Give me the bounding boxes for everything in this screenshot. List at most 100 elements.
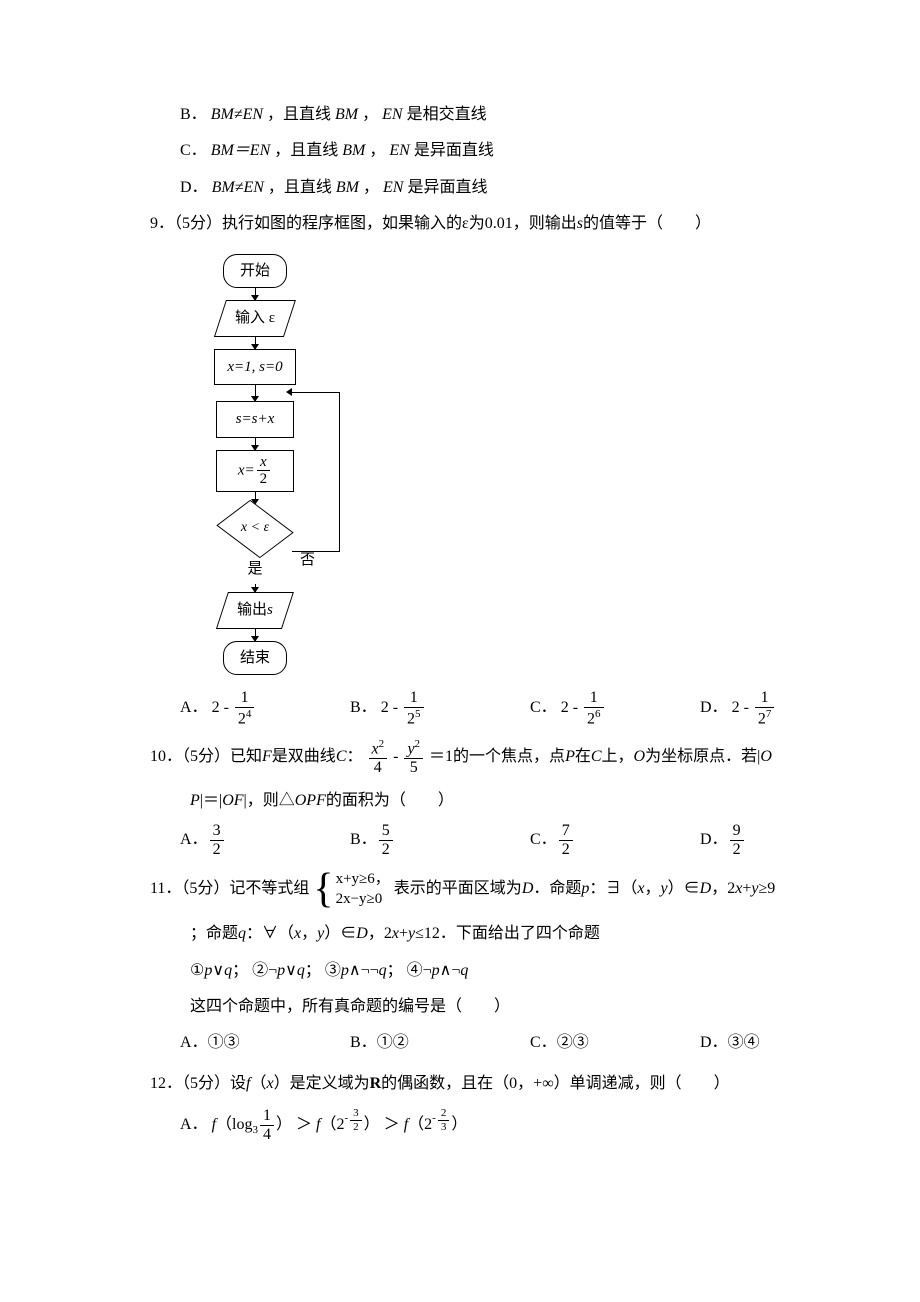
base: 2 xyxy=(424,1116,432,1133)
text: 表示的平面区域为 xyxy=(394,880,522,897)
sep: ， xyxy=(301,925,317,942)
label: C． xyxy=(530,699,557,716)
flow-output: 输出s xyxy=(216,592,294,629)
num: x xyxy=(257,454,271,472)
var: q xyxy=(460,962,468,979)
lp: （ xyxy=(408,1116,424,1133)
q12-option-a: A． f（log314） ＞ f（2-32） ＞ f（2-23） xyxy=(180,1107,860,1143)
den: 4 xyxy=(260,1126,274,1144)
minus: - xyxy=(393,748,402,765)
text: 上， xyxy=(602,748,634,765)
seg: BM xyxy=(335,106,358,123)
var: p xyxy=(432,962,440,979)
minus: - xyxy=(740,699,753,716)
log: log xyxy=(232,1116,252,1133)
expr: BM≠EN xyxy=(212,179,264,196)
text: ．命题 xyxy=(533,880,581,897)
flow-label-yes: 是 xyxy=(247,555,262,584)
: ¬ xyxy=(361,962,370,979)
q9-stem: 9．（5分）执行如图的程序框图，如果输入的ε为0.01，则输出s的值等于（ ） xyxy=(150,209,860,239)
minus: - xyxy=(569,699,582,716)
label: D． xyxy=(700,699,728,716)
den: 2 xyxy=(257,471,271,488)
text: 12．（5分）设 xyxy=(150,1075,246,1092)
flow-input: 输入 ε xyxy=(214,300,296,337)
label: A． xyxy=(180,1116,208,1133)
den: 25 xyxy=(404,708,424,728)
sep: ， xyxy=(363,179,379,196)
var: s xyxy=(267,602,273,618)
num: 7 xyxy=(559,822,573,841)
seg: EN xyxy=(382,106,402,123)
label: C． xyxy=(180,142,207,159)
text: ，2 xyxy=(711,880,735,897)
base: 2 xyxy=(212,699,220,716)
expr: BM＝EN xyxy=(211,142,271,159)
neg: ¬ xyxy=(268,962,277,979)
seg: EN xyxy=(383,179,403,196)
q11-choice-c: C．②③ xyxy=(530,1028,700,1058)
sep: ， xyxy=(645,880,661,897)
num: 3 xyxy=(350,1107,362,1120)
q10-choices: A．32 B．52 C．72 D．92 xyxy=(180,822,860,858)
rp: ） xyxy=(451,1116,467,1133)
text: ，且直线 xyxy=(274,142,338,159)
var: C xyxy=(336,748,347,765)
num: 1 xyxy=(235,689,255,708)
den: 26 xyxy=(584,708,604,728)
text: ≤12．下面给出了四个命题 xyxy=(415,925,600,942)
text: ③④ xyxy=(728,1034,760,1051)
den: 4 xyxy=(369,759,388,777)
num: 1 xyxy=(260,1107,274,1126)
text: 输出 xyxy=(237,602,267,618)
text: ）是定义域为 xyxy=(274,1075,370,1092)
var: P xyxy=(565,748,575,765)
arrow-icon xyxy=(255,438,256,450)
var: C xyxy=(591,748,602,765)
var: q xyxy=(238,925,246,942)
op: ∨ xyxy=(212,962,224,979)
den: 2 xyxy=(559,841,573,859)
var: O xyxy=(634,748,646,765)
text: 10．（5分）已知 xyxy=(150,748,262,765)
q11-choice-a: A．①③ xyxy=(180,1028,350,1058)
label: B． xyxy=(350,1034,377,1051)
seg: EN xyxy=(389,142,409,159)
gt: ＞ xyxy=(384,1116,400,1133)
text: 的值等于（ ） xyxy=(583,215,711,232)
text: 是相交直线 xyxy=(407,106,487,123)
op: ∧ xyxy=(349,962,361,979)
num: y2 xyxy=(404,738,423,759)
var: D xyxy=(700,880,712,897)
line1: x+y≥6， xyxy=(336,869,390,889)
var: P xyxy=(190,792,200,809)
var: O xyxy=(760,748,772,765)
q8-option-c: C． BM＝EN ，且直线 BM ， EN 是异面直线 xyxy=(180,136,860,166)
text: ①③ xyxy=(208,1034,240,1051)
num: 3 xyxy=(210,822,224,841)
var: x xyxy=(392,925,399,942)
sep: ， xyxy=(362,106,378,123)
q11-choice-b: B．①② xyxy=(350,1028,530,1058)
den: 27 xyxy=(755,708,775,728)
arrow-icon xyxy=(255,337,256,349)
flow-start: 开始 xyxy=(223,254,287,289)
var: q xyxy=(379,962,387,979)
q8-option-d: D． BM≠EN ，且直线 BM ， EN 是异面直线 xyxy=(180,173,860,203)
q12-stem: 12．（5分）设f（x）是定义域为R的偶函数，且在（0，+∞）单调递减，则（ ） xyxy=(150,1069,860,1099)
label: A． xyxy=(180,1034,208,1051)
rp: ） xyxy=(276,1116,292,1133)
expr: BM≠EN xyxy=(211,106,263,123)
label: D． xyxy=(700,1034,728,1051)
text: 是异面直线 xyxy=(414,142,494,159)
label: A． xyxy=(180,831,208,848)
num: 1 xyxy=(584,689,604,708)
text: 在 xyxy=(575,748,591,765)
den: 2 xyxy=(379,841,393,859)
label: C． xyxy=(530,831,557,848)
var: D xyxy=(522,880,534,897)
den: 3 xyxy=(438,1121,450,1133)
text: 的面积为（ ） xyxy=(326,792,454,809)
text: ；命题 xyxy=(190,925,238,942)
q9-choice-a: A． 2 - 124 xyxy=(180,689,350,728)
